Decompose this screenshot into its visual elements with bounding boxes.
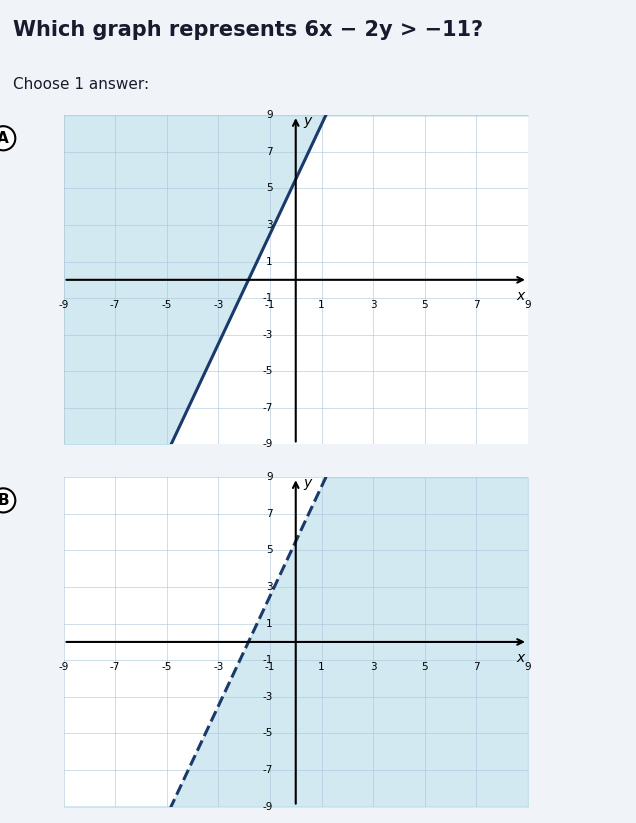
Text: 9: 9: [266, 472, 273, 482]
Text: -5: -5: [262, 366, 273, 376]
Text: -3: -3: [213, 300, 223, 310]
Text: -1: -1: [262, 293, 273, 303]
Text: 5: 5: [422, 300, 428, 310]
Text: 9: 9: [525, 662, 531, 672]
Text: -5: -5: [162, 300, 172, 310]
Text: -5: -5: [162, 662, 172, 672]
Text: -5: -5: [262, 728, 273, 738]
Text: 3: 3: [370, 300, 377, 310]
Text: -1: -1: [262, 655, 273, 665]
Text: 5: 5: [266, 546, 273, 556]
Text: 9: 9: [525, 300, 531, 310]
Text: 1: 1: [318, 300, 325, 310]
Text: 7: 7: [266, 509, 273, 519]
Text: 9: 9: [266, 110, 273, 120]
Text: x: x: [516, 651, 524, 666]
Text: 1: 1: [266, 619, 273, 629]
Text: -7: -7: [110, 300, 120, 310]
Text: x: x: [516, 289, 524, 304]
Text: 7: 7: [473, 662, 480, 672]
Text: 5: 5: [422, 662, 428, 672]
Text: y: y: [303, 114, 312, 128]
Text: -7: -7: [110, 662, 120, 672]
Text: -9: -9: [59, 300, 69, 310]
Text: 3: 3: [266, 582, 273, 592]
Text: -9: -9: [262, 439, 273, 449]
Text: -7: -7: [262, 402, 273, 413]
Text: 1: 1: [266, 257, 273, 267]
Text: Choose 1 answer:: Choose 1 answer:: [13, 77, 149, 92]
Text: 7: 7: [266, 146, 273, 157]
Text: -3: -3: [213, 662, 223, 672]
Text: -9: -9: [262, 802, 273, 811]
Text: -9: -9: [59, 662, 69, 672]
Text: -1: -1: [265, 662, 275, 672]
Text: 7: 7: [473, 300, 480, 310]
Text: -3: -3: [262, 692, 273, 702]
Text: 3: 3: [370, 662, 377, 672]
Text: -1: -1: [265, 300, 275, 310]
Text: -7: -7: [262, 765, 273, 775]
Text: 5: 5: [266, 184, 273, 193]
Text: B: B: [0, 493, 9, 508]
Text: 1: 1: [318, 662, 325, 672]
Text: y: y: [303, 476, 312, 490]
Text: -3: -3: [262, 330, 273, 340]
Text: A: A: [0, 131, 9, 146]
Text: Which graph represents 6x − 2y > −11?: Which graph represents 6x − 2y > −11?: [13, 20, 483, 40]
Text: 3: 3: [266, 220, 273, 230]
